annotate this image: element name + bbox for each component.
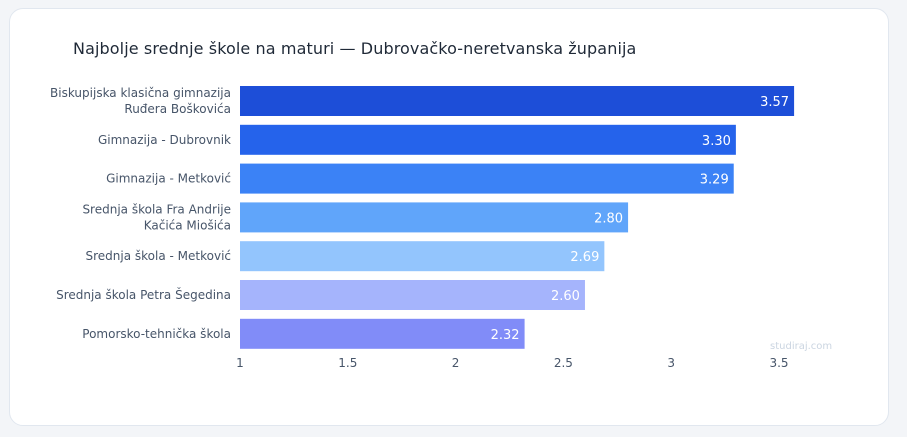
category-label: Srednja škola Fra Andrije (82, 202, 231, 216)
bar (240, 241, 605, 272)
bar-value-label: 2.60 (551, 289, 580, 304)
bar-value-label: 2.80 (594, 211, 623, 226)
category-label: Srednja škola Petra Šegedina (56, 287, 231, 302)
category-labels: Biskupijska klasična gimnazija Ruđera Boš… (50, 86, 231, 341)
x-tick-label: 3 (667, 356, 675, 370)
category-label: Biskupijska klasična gimnazija (50, 86, 231, 100)
watermark: studiraj.com (770, 341, 832, 352)
chart-title: Najbolje srednje škole na maturi — Dubro… (73, 39, 637, 58)
bars-group: 3.57 3.30 3.29 2.80 2.69 2.60 2.32 (240, 86, 795, 349)
category-label: Gimnazija - Dubrovnik (98, 133, 231, 147)
x-tick-label: 3.5 (769, 356, 788, 370)
x-tick-label: 2 (452, 356, 460, 370)
bar-value-label: 3.57 (760, 95, 789, 110)
x-tick-label: 1.5 (338, 356, 357, 370)
bar (240, 124, 736, 155)
bar (240, 202, 629, 233)
bar-value-label: 3.29 (700, 173, 729, 188)
bar-value-label: 3.30 (702, 134, 731, 149)
x-tick-label: 1 (236, 356, 244, 370)
x-tick-label: 2.5 (554, 356, 573, 370)
bar-value-label: 2.32 (491, 328, 520, 343)
bar (240, 86, 795, 116)
category-label: Srednja škola - Metković (86, 249, 232, 263)
category-label: Pomorsko-tehnička škola (82, 327, 231, 341)
category-label: Kačića Miošića (144, 218, 231, 232)
bar (240, 280, 585, 310)
bar (240, 318, 525, 349)
bar (240, 163, 734, 194)
category-label: Ruđera Boškovića (124, 102, 231, 116)
category-label: Gimnazija - Metković (106, 172, 231, 186)
bar-value-label: 2.69 (570, 250, 599, 265)
x-axis-ticks: 1 1.5 2 2.5 3 3.5 (236, 356, 788, 370)
